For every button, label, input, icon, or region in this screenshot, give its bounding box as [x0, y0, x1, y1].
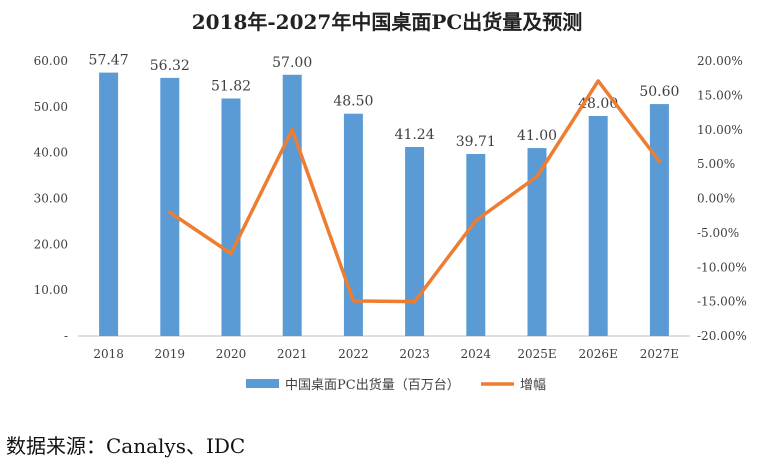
bar	[282, 74, 302, 336]
bar	[527, 148, 547, 336]
x-tick-label: 2020	[216, 347, 247, 361]
x-tick-label: 2022	[338, 347, 369, 361]
right-tick-label: 20.00%	[697, 54, 743, 68]
line-series	[168, 79, 662, 304]
bar-value-label: 57.00	[272, 55, 312, 71]
x-tick-label: 2018	[93, 347, 124, 361]
legend: 中国桌面PC出货量（百万台） 增幅	[246, 377, 546, 393]
bar	[405, 146, 425, 336]
x-tick-label: 2019	[155, 347, 186, 361]
bar-value-label: 48.50	[333, 94, 373, 110]
left-tick-label: -	[64, 329, 68, 343]
source-note: 数据来源：Canalys、IDC	[6, 434, 246, 458]
right-tick-label: 5.00%	[697, 157, 735, 171]
legend-label-line: 增幅	[520, 378, 546, 393]
left-tick-label: 40.00	[34, 146, 68, 160]
x-tick-label: 2023	[399, 347, 430, 361]
legend-label-bar: 中国桌面PC出货量（百万台）	[285, 377, 460, 393]
bar	[160, 77, 180, 336]
chart-title: 2018年-2027年中国桌面PC出货量及预测	[192, 10, 583, 34]
bar	[343, 113, 363, 336]
bar	[221, 98, 241, 336]
bar	[588, 116, 608, 336]
x-tick-label: 2024	[461, 347, 492, 361]
bar-value-label: 56.32	[150, 58, 190, 74]
right-tick-label: 10.00%	[697, 123, 743, 137]
x-tick-label: 2026E	[579, 347, 618, 361]
bar-value-label: 48.00	[578, 96, 618, 112]
right-tick-label: -15.00%	[697, 295, 747, 309]
chart: 2018年-2027年中国桌面PC出货量及预测 - 10.00 20.00 30.00…	[34, 10, 747, 393]
bar-value-label: 41.24	[395, 127, 435, 143]
x-tick-label: 2021	[277, 347, 308, 361]
left-tick-label: 50.00	[34, 100, 68, 114]
right-tick-label: -10.00%	[697, 260, 747, 274]
right-axis: -20.00% -15.00% -10.00% -5.00% 0.00% 5.00% 10.…	[697, 54, 747, 343]
legend-swatch-bar	[246, 379, 279, 388]
right-tick-label: 15.00%	[697, 88, 743, 102]
bar-value-label: 50.60	[639, 84, 679, 100]
x-tick-label: 2025E	[517, 347, 556, 361]
left-tick-label: 10.00	[34, 283, 68, 297]
bar-value-label: 41.00	[517, 128, 557, 144]
left-tick-label: 20.00	[34, 237, 68, 251]
bar	[649, 104, 669, 336]
left-axis: - 10.00 20.00 30.00 40.00 50.00 60.00	[34, 54, 68, 343]
bar	[99, 72, 119, 337]
bar-value-label: 39.71	[456, 134, 496, 150]
left-tick-label: 30.00	[34, 192, 68, 206]
bar-value-labels: 57.47 56.32 51.82 57.00 48.50 41.24 39.71 41.00…	[89, 53, 680, 150]
x-axis: 2018 2019 2020 2021 2022 2023 2024 2025E 2026E 20…	[93, 347, 679, 361]
bar-value-label: 51.82	[211, 78, 251, 94]
bar-series	[99, 72, 669, 337]
x-tick-label: 2027E	[640, 347, 679, 361]
right-tick-label: 0.00%	[697, 192, 735, 206]
bar-value-label: 57.47	[89, 53, 129, 69]
bar	[466, 153, 486, 336]
right-tick-label: -20.00%	[697, 329, 747, 343]
left-tick-label: 60.00	[34, 54, 68, 68]
right-tick-label: -5.00%	[697, 226, 739, 240]
